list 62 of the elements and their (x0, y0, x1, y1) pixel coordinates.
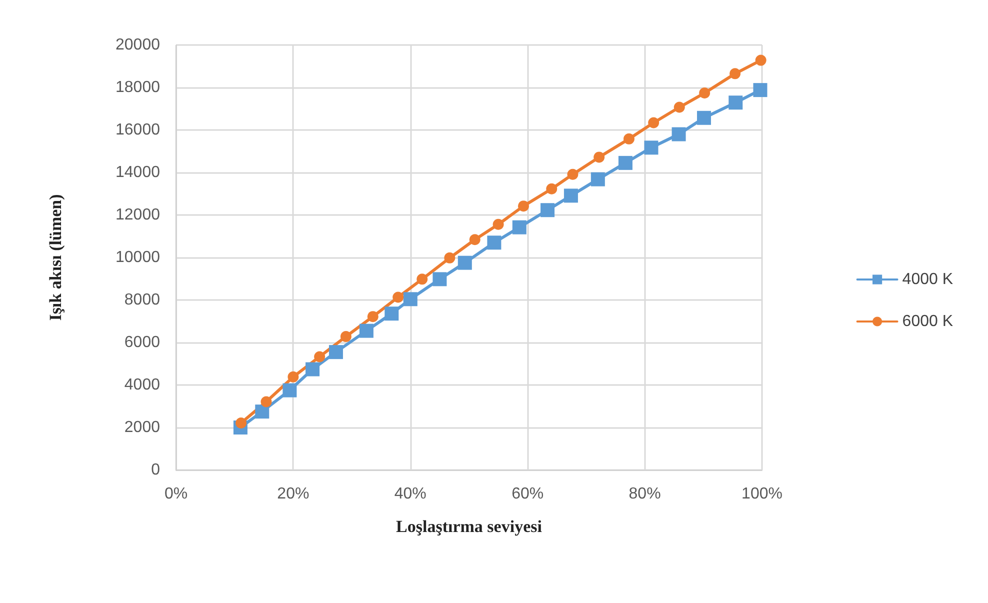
point (623, 133, 634, 144)
point (644, 140, 658, 155)
point (392, 292, 404, 303)
y-tick-label: 2000 (124, 419, 160, 436)
point (564, 188, 578, 203)
legend-label: 4000 K (902, 271, 954, 288)
point (260, 396, 272, 408)
y-tick-label: 4000 (124, 376, 160, 394)
point (236, 418, 247, 429)
x-axis-title: Loşlaştırma seviyesi (396, 517, 542, 536)
y-tick-label: 10000 (116, 249, 160, 266)
point (359, 324, 374, 338)
point (367, 311, 378, 322)
point (340, 331, 352, 342)
point (672, 127, 686, 142)
point (674, 102, 685, 113)
y-tick-label: 0 (151, 462, 160, 478)
point (492, 218, 504, 230)
y-tick-label: 20000 (116, 36, 160, 54)
point (314, 351, 326, 362)
y-axis-title: Işık akısı (lümen) (46, 194, 65, 321)
y-tick-label: 16000 (116, 122, 160, 138)
y-tick-label: 8000 (124, 292, 160, 308)
x-tick-label: 60% (512, 486, 544, 502)
point (403, 292, 418, 306)
point (590, 172, 605, 186)
point (696, 110, 711, 125)
legend-label: 6000 K (902, 313, 954, 330)
point (384, 306, 399, 321)
point (648, 117, 660, 128)
point (288, 371, 299, 382)
point (753, 83, 768, 98)
point (306, 362, 320, 376)
point (518, 200, 529, 212)
point (416, 274, 428, 285)
x-tick-label: 20% (277, 486, 310, 502)
point (594, 152, 605, 163)
point (328, 345, 343, 360)
point (546, 183, 558, 194)
point (458, 256, 472, 270)
point (540, 203, 555, 218)
x-tick-label: 0% (164, 486, 188, 502)
point (282, 383, 297, 398)
point (728, 96, 743, 110)
point (512, 220, 526, 234)
point (444, 252, 456, 264)
y-tick-label: 6000 (124, 334, 160, 351)
point (487, 236, 502, 250)
point (618, 156, 632, 170)
y-tick-label: 14000 (116, 164, 160, 181)
point (469, 234, 480, 246)
point (432, 272, 447, 286)
point (730, 68, 741, 80)
point (699, 88, 710, 99)
point (255, 404, 270, 419)
point (755, 54, 766, 66)
x-tick-label: 40% (394, 486, 426, 502)
x-tick-label: 80% (628, 486, 661, 502)
y-tick-label: 18000 (116, 79, 160, 96)
y-tick-label: 12000 (116, 206, 160, 224)
x-tick-label: 100% (742, 486, 782, 502)
point (567, 168, 578, 180)
